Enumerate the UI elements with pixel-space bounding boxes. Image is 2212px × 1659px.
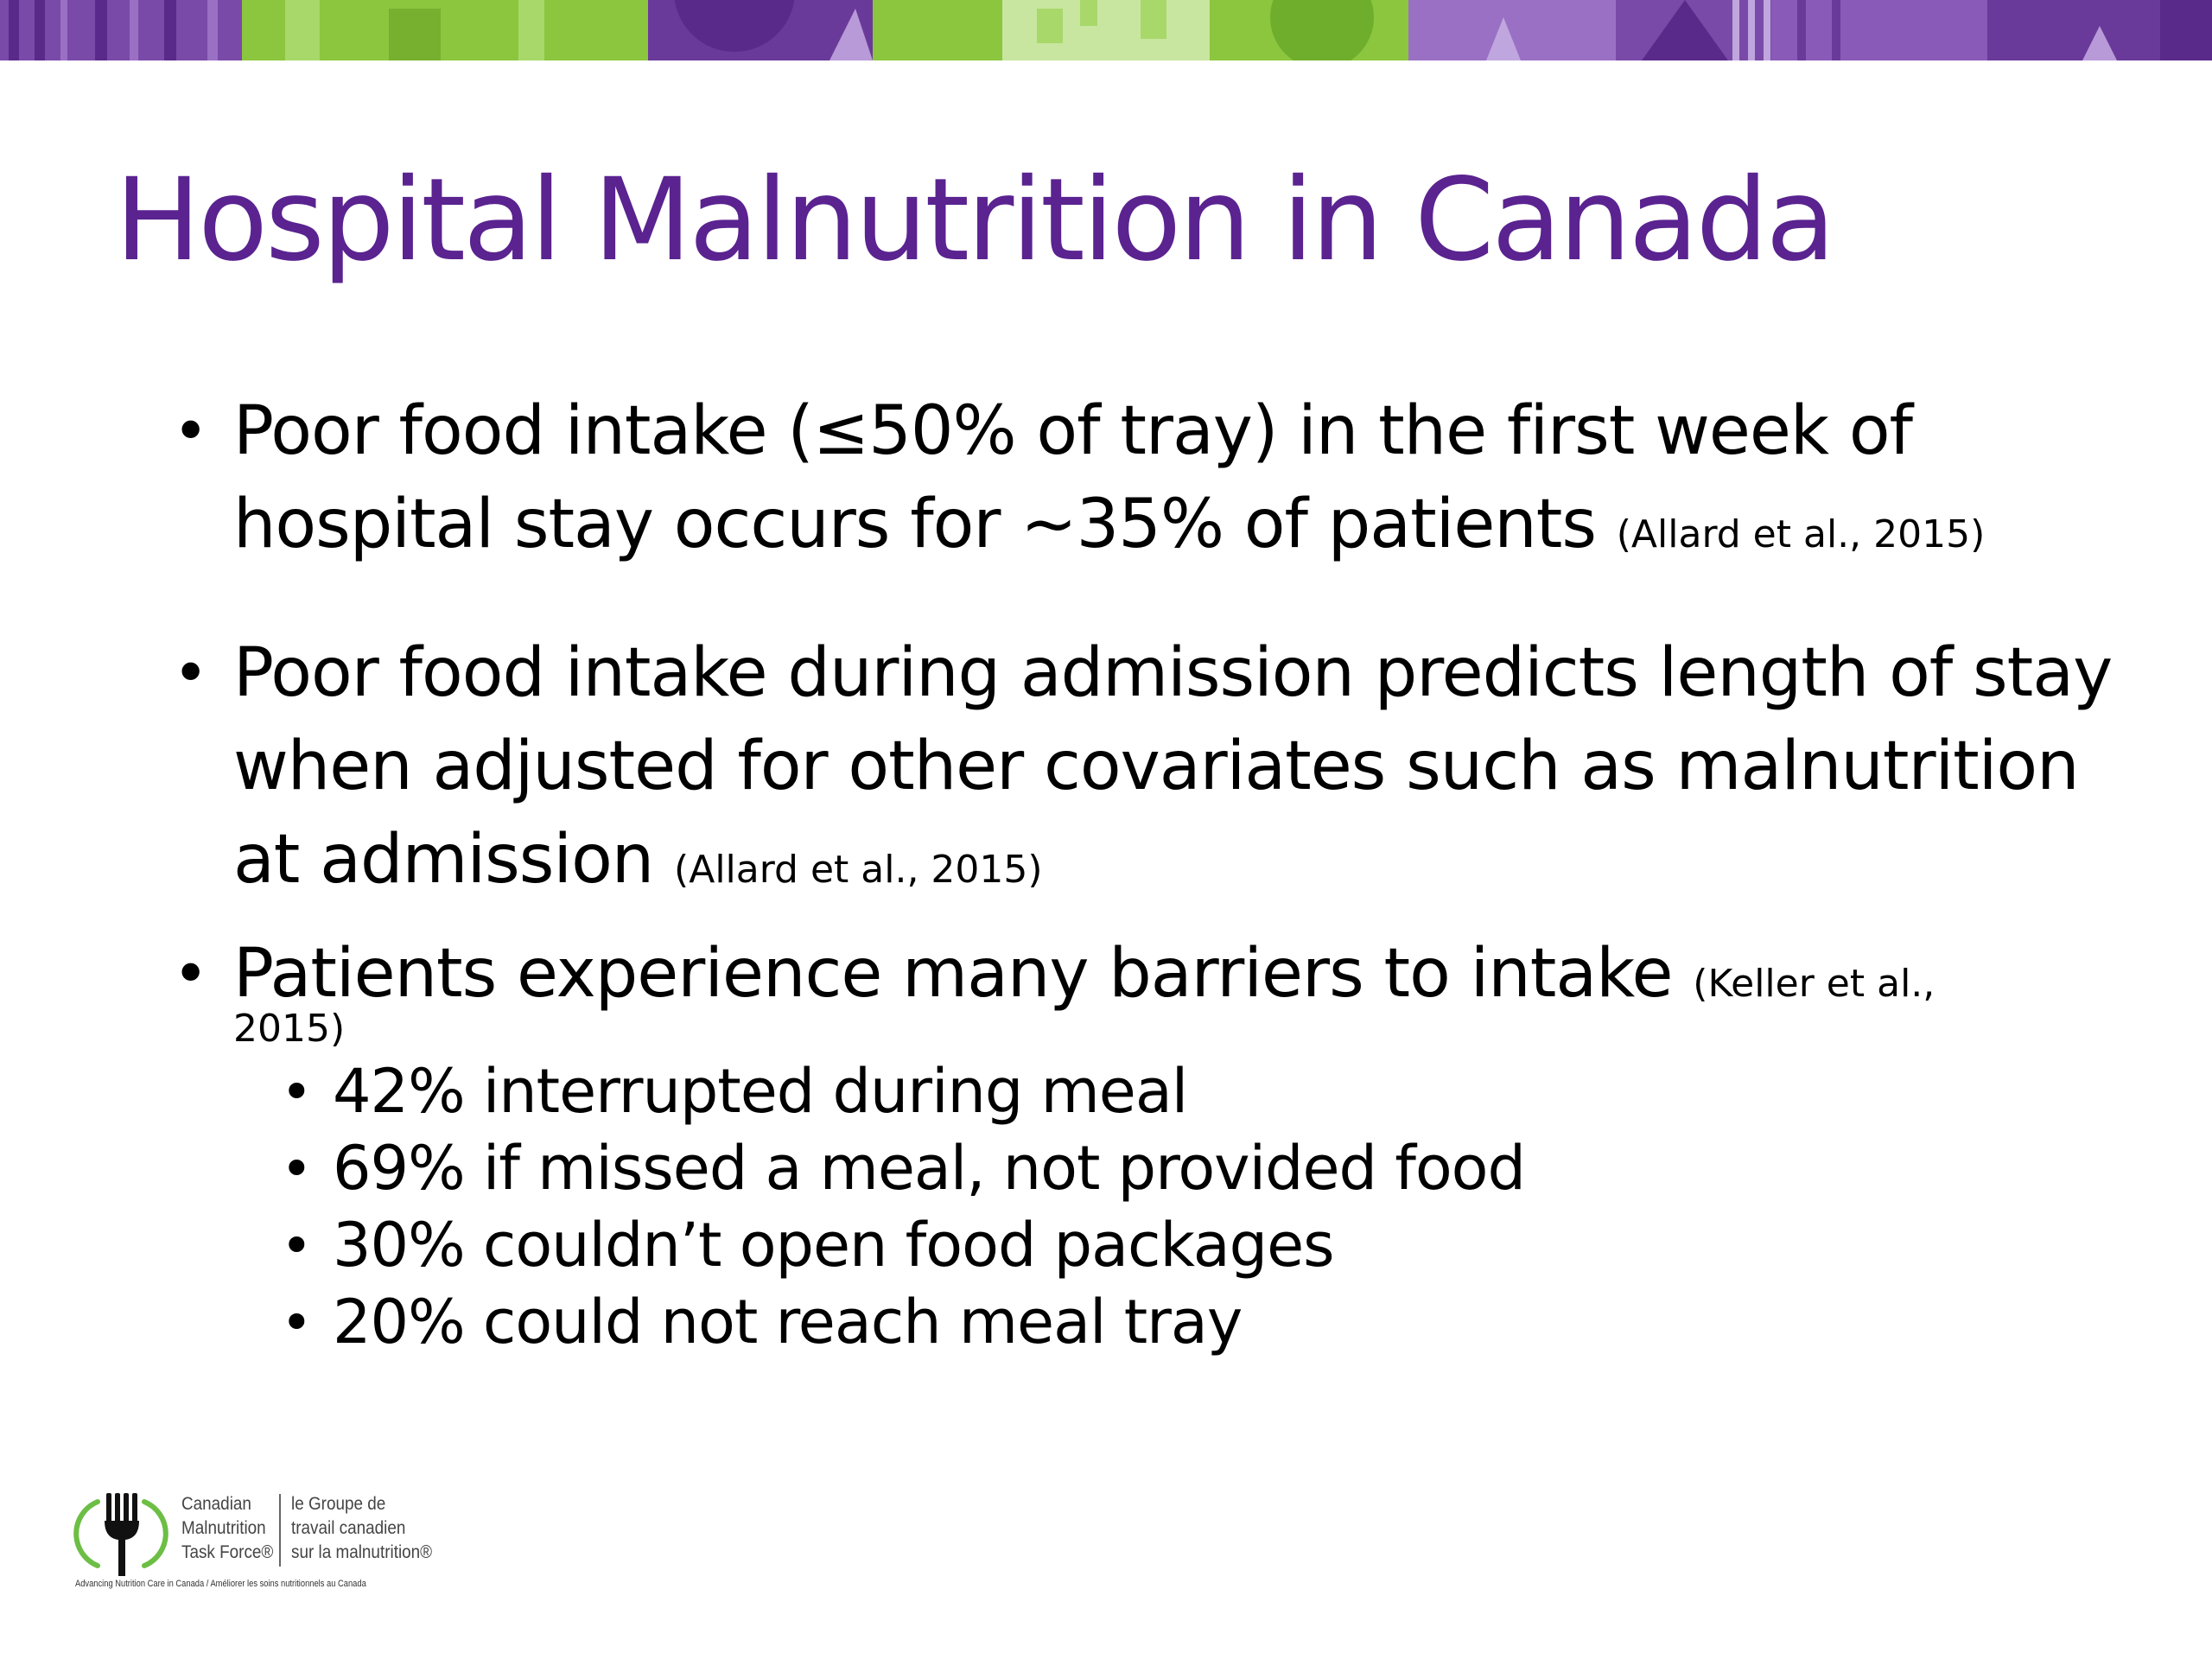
bullet-icon: •: [173, 938, 208, 1009]
bullet-text: Poor food intake (≤50% of tray) in the f…: [233, 392, 1913, 563]
bullet-text: Patients experience many barriers to int…: [233, 935, 1673, 1013]
bullet-icon: •: [281, 1060, 313, 1123]
sub-bullet-list: • 42% interrupted during meal • 69% if m…: [281, 1053, 2143, 1361]
sub-bullet-item: • 69% if missed a meal, not provided foo…: [281, 1130, 2143, 1207]
bullet-icon: •: [281, 1214, 313, 1277]
sub-bullet-text: 69% if missed a meal, not provided food: [333, 1133, 1526, 1204]
sub-bullet-text: 42% interrupted during meal: [333, 1056, 1188, 1127]
citation-year: 2015): [233, 1007, 346, 1051]
logo-divider: [279, 1494, 281, 1567]
sub-bullet-item: • 30% couldn’t open food packages: [281, 1207, 2143, 1284]
logo-name-english: Canadian Malnutrition Task Force®: [181, 1494, 274, 1562]
logo-tagline: Advancing Nutrition Care in Canada / Amé…: [75, 1579, 366, 1589]
logo-name-french: le Groupe de travail canadien sur la mal…: [291, 1494, 433, 1562]
fork-icon: [73, 1493, 168, 1576]
sub-bullet-item: • 20% could not reach meal tray: [281, 1284, 2143, 1361]
bullet-icon: •: [173, 638, 208, 709]
bullet-item: • Poor food intake (≤50% of tray) in the…: [173, 385, 2143, 582]
bullet-item: • Poor food intake during admission pred…: [173, 626, 2143, 917]
sub-bullet-text: 20% could not reach meal tray: [333, 1287, 1243, 1357]
bullet-item: • Patients experience many barriers to i…: [173, 927, 2143, 1048]
slide-title: Hospital Malnutrition in Canada: [115, 154, 1835, 287]
organization-logo: Canadian Malnutrition Task Force® le Gro…: [73, 1473, 454, 1594]
sub-bullet-text: 30% couldn’t open food packages: [333, 1210, 1335, 1281]
banner-graphic: [0, 0, 2212, 60]
bullet-icon: •: [173, 396, 208, 467]
bullet-list: • Poor food intake (≤50% of tray) in the…: [173, 385, 2143, 1361]
sub-bullet-item: • 42% interrupted during meal: [281, 1053, 2143, 1130]
bullet-text: Poor food intake during admission predic…: [233, 634, 2113, 899]
decorative-banner: [0, 0, 2212, 60]
citation: (Allard et al., 2015): [1616, 512, 1986, 556]
bullet-icon: •: [281, 1291, 313, 1354]
citation: (Allard et al., 2015): [674, 848, 1043, 892]
bullet-icon: •: [281, 1137, 313, 1200]
citation: (Keller et al.,: [1693, 962, 1936, 1006]
